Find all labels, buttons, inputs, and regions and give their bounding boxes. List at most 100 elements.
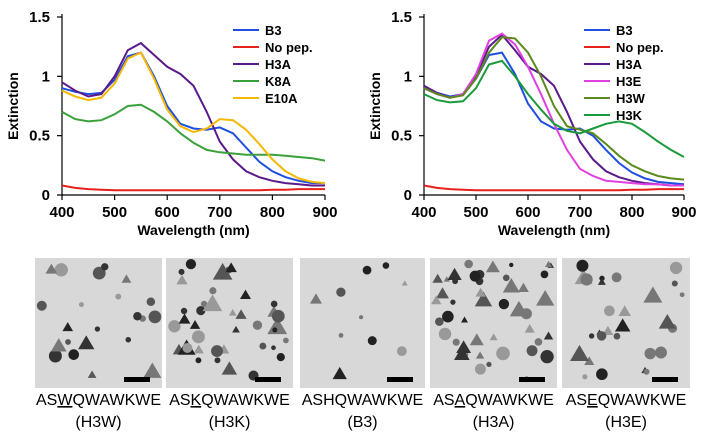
particle [447,267,462,280]
particle [267,317,288,335]
particle [202,294,223,312]
particle [509,262,514,268]
particle [443,276,450,282]
scale-bar [652,377,678,382]
particle [498,298,510,310]
legend-label: H3K [616,108,643,123]
legend-label: H3W [616,91,646,106]
series-line [423,32,684,187]
particle [485,260,500,273]
particle [338,332,344,338]
y-tick-label: 1 [404,68,412,85]
particle [189,320,201,329]
particle [489,333,498,341]
particle [435,317,444,326]
x-tick-label: 900 [671,204,696,221]
particle [614,318,631,332]
image-bg [35,258,162,388]
particle [438,327,452,341]
particle [196,306,206,316]
particle [235,309,247,319]
particle [576,259,589,272]
particle [54,263,68,277]
series-line [423,184,684,192]
particle [643,368,650,375]
particle [431,295,442,305]
particle [148,310,162,324]
x-axis-label: Wavelength (nm) [498,222,610,238]
legend-label: No pep. [616,40,664,55]
scale-bar [519,377,545,382]
sequence-part: QWAWKWE [465,392,554,409]
sequence: ASAQWAWKWE [433,392,554,409]
particle [259,342,267,350]
x-tick-label: 500 [102,204,127,221]
panel-label: (H3A) [473,414,515,431]
particle [540,349,554,364]
particle [133,312,142,321]
x-tick-label: 600 [515,204,540,221]
particle [68,349,80,360]
y-axis-label: Extinction [5,72,21,140]
particle [436,287,450,299]
particle [535,290,555,306]
particle [65,339,71,345]
particle [178,268,185,275]
particle [658,313,676,329]
tem-image [166,258,293,388]
particle [450,299,456,305]
particle [367,336,377,346]
particle [143,362,162,378]
particle [475,351,485,359]
panel-label: (H3E) [605,414,647,431]
particle [94,326,101,332]
particle [239,289,252,299]
particle [486,361,492,368]
particle [396,346,407,357]
image-bg [300,258,425,388]
particle [115,293,122,300]
particle [221,361,238,375]
panel-label: (H3K) [209,414,251,431]
y-tick-label: 1.5 [29,9,50,26]
particle [228,309,237,316]
panel-label: (B3) [347,414,377,431]
y-tick-label: 1.5 [391,9,412,26]
sequence: ASKQWAWKWE [169,392,290,409]
legend-label: K8A [265,74,292,89]
tem-image [430,258,557,388]
particle [456,340,472,354]
particle [644,347,656,360]
particle [584,356,595,365]
sequence-part: AS [433,392,454,409]
sequence-part: AS [566,392,587,409]
particle [474,291,493,307]
particle [212,262,233,280]
particle [185,258,197,270]
particle [654,346,667,359]
particle [469,333,484,346]
particle [78,302,84,308]
particle [276,352,285,362]
particle [502,274,510,282]
legend-label: B3 [616,23,633,38]
sequence: ASEQWAWKWE [566,392,687,409]
particle [464,259,473,269]
particle [401,280,408,286]
particle [452,338,460,346]
y-tick-label: 1 [42,68,50,85]
particle [524,324,535,333]
particle [543,331,554,340]
particle [309,293,323,304]
particle [336,287,346,297]
particle [454,346,470,360]
series-line [61,103,326,162]
scale-bar [387,377,413,382]
particle [180,307,188,315]
particle [496,346,510,361]
series-line [423,33,684,187]
particle [270,300,278,308]
particle [214,357,221,364]
particle [604,305,615,317]
